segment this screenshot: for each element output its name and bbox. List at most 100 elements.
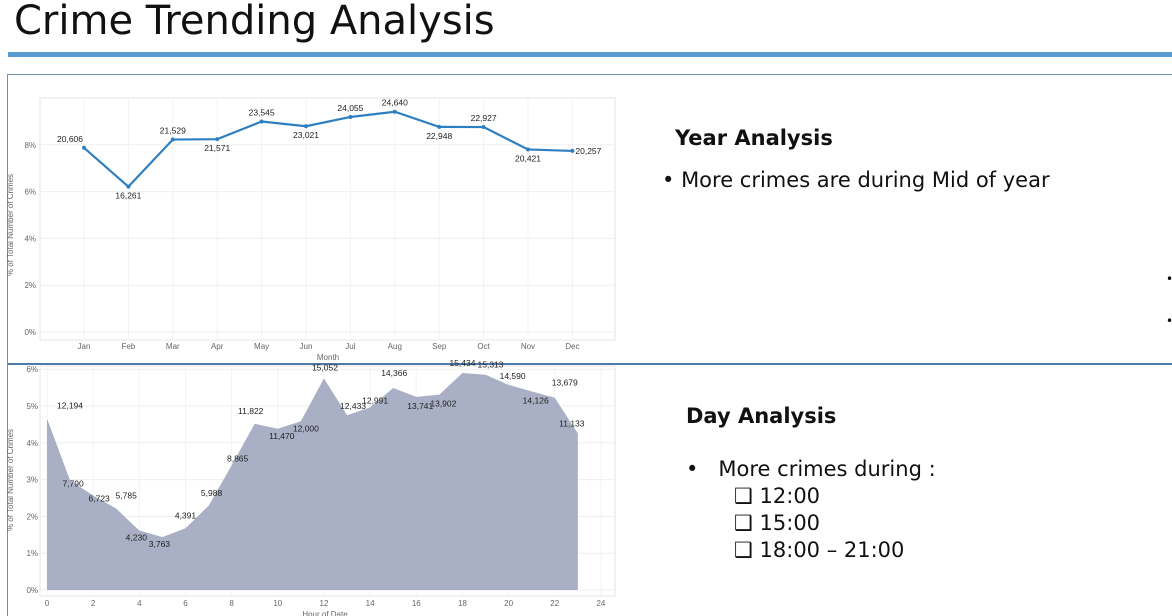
y-axis-title: % of Total Number of Crimes [6,174,15,276]
data-label: 13,741 [407,401,433,411]
series-line [83,110,573,189]
y-tick-label: 6% [24,188,36,197]
data-label: 15,313 [478,360,504,370]
x-tick-label: Apr [211,342,224,351]
page-title: Crime Trending Analysis [14,0,495,44]
x-axis-title: Hour of Date [302,610,348,616]
checkbox-square-icon: ❑ [734,484,753,508]
y-tick-label: 6% [26,365,38,374]
day-bullet-text: More crimes during : [718,457,936,481]
y-tick-label: 5% [26,402,38,411]
data-label: 5,785 [116,491,138,501]
y-tick-label: 8% [24,141,36,150]
y-axis-title: % of Total Number of Crimes [6,429,15,531]
y-tick-label: 0% [26,586,38,595]
x-tick-label: 6 [183,599,188,608]
data-label: 11,822 [238,406,264,416]
bullet-fragment: • [1166,314,1172,328]
data-label: 20,257 [575,146,601,156]
data-label: 5,988 [201,488,223,498]
y-tick-label: 0% [24,328,36,337]
data-point [481,125,486,130]
data-point [437,124,442,129]
day-sub-item: ❑ 12:00 [734,484,821,508]
data-point [304,124,308,129]
data-label: 13,679 [552,378,578,388]
data-label: 12,991 [362,395,388,405]
day-sub-item: ❑ 15:00 [734,511,821,535]
data-label: 23,021 [293,130,319,140]
data-label: 6,723 [89,493,111,503]
x-tick-label: Oct [477,342,490,351]
year-bullet: • More crimes are during Mid of year [662,168,1050,192]
data-label: 21,529 [160,126,186,136]
x-tick-label: 12 [320,599,329,608]
data-point [126,184,131,189]
data-label: 12,194 [57,401,83,411]
data-label: 21,571 [204,143,230,153]
x-tick-label: 14 [366,599,375,608]
data-label: 24,640 [382,98,408,108]
y-tick-label: 4% [26,439,38,448]
data-label: 20,606 [57,134,83,144]
data-label: 20,421 [515,153,541,163]
data-label: 14,126 [523,395,549,405]
data-point [215,137,220,142]
data-point [82,145,86,150]
divider [7,74,1172,75]
data-point [392,109,397,114]
data-label: 22,948 [426,131,452,141]
data-label: 4,230 [126,533,148,543]
data-point [570,148,575,153]
y-tick-label: 2% [24,281,36,290]
x-tick-label: 20 [504,599,513,608]
data-label: 15,434 [449,358,475,368]
divider [7,363,1172,365]
y-tick-label: 4% [24,234,36,243]
data-label: 14,366 [381,368,407,378]
year-analysis-heading: Year Analysis [675,126,833,150]
y-tick-label: 1% [26,549,38,558]
data-label: 11,470 [269,431,295,441]
x-tick-label: 2 [91,599,96,608]
data-point [170,137,175,142]
data-label: 24,055 [337,103,363,113]
x-tick-label: Nov [521,342,535,351]
year-bullet-text: More crimes are during Mid of year [681,168,1050,192]
data-label: 23,545 [249,108,275,118]
x-tick-label: 22 [550,599,559,608]
x-tick-label: Feb [122,342,136,351]
x-tick-label: Jan [78,342,91,351]
x-tick-label: 18 [458,599,467,608]
data-label: 15,052 [312,362,338,372]
x-tick-label: Aug [388,342,402,351]
x-tick-label: 10 [273,599,282,608]
title-accent-bar [8,52,1172,57]
data-point [348,114,353,119]
x-tick-label: Jun [300,342,313,351]
data-point [259,119,264,124]
day-analysis-heading: Day Analysis [686,404,837,428]
day-bullet: • More crimes during : [686,457,936,481]
divider [7,74,8,616]
day-sub-item: ❑ 18:00 – 21:00 [734,538,905,562]
series-area [47,373,578,590]
x-tick-label: May [254,342,269,351]
bullet-fragment: • [1166,272,1172,286]
checkbox-square-icon: ❑ [734,538,753,562]
data-label: 13,902 [430,399,456,409]
x-tick-label: 4 [137,599,142,608]
data-label: 4,391 [175,510,197,520]
x-tick-label: 16 [412,599,421,608]
data-label: 12,433 [340,401,366,411]
x-tick-label: Sep [432,342,447,351]
x-tick-label: 24 [596,599,605,608]
data-label: 12,000 [293,423,319,433]
data-label: 8,865 [227,453,249,463]
x-tick-label: 8 [229,599,234,608]
data-label: 3,763 [149,539,171,549]
y-tick-label: 2% [26,512,38,521]
data-label: 7,790 [62,478,84,488]
checkbox-square-icon: ❑ [734,511,753,535]
